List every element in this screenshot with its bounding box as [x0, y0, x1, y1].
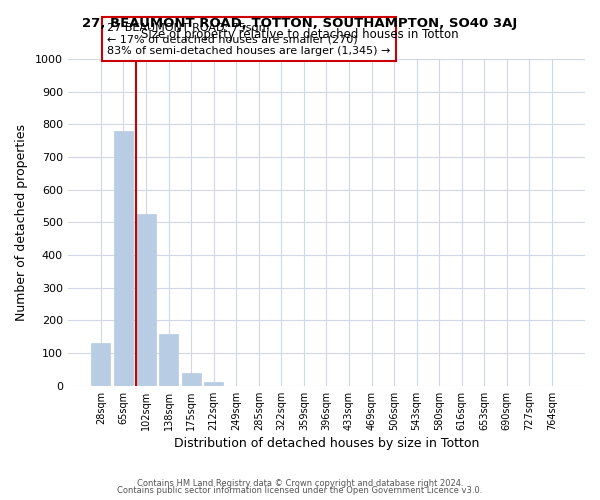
X-axis label: Distribution of detached houses by size in Totton: Distribution of detached houses by size …: [174, 437, 479, 450]
Bar: [136, 214, 155, 386]
Bar: [182, 372, 200, 386]
Bar: [114, 131, 133, 386]
Text: 27, BEAUMONT ROAD, TOTTON, SOUTHAMPTON, SO40 3AJ: 27, BEAUMONT ROAD, TOTTON, SOUTHAMPTON, …: [82, 18, 518, 30]
Text: 27 BEAUMONT ROAD: 75sqm
← 17% of detached houses are smaller (270)
83% of semi-d: 27 BEAUMONT ROAD: 75sqm ← 17% of detache…: [107, 22, 391, 56]
Bar: [91, 343, 110, 386]
Bar: [159, 334, 178, 386]
Text: Contains public sector information licensed under the Open Government Licence v3: Contains public sector information licen…: [118, 486, 482, 495]
Text: Size of property relative to detached houses in Totton: Size of property relative to detached ho…: [141, 28, 459, 41]
Text: Contains HM Land Registry data © Crown copyright and database right 2024.: Contains HM Land Registry data © Crown c…: [137, 478, 463, 488]
Y-axis label: Number of detached properties: Number of detached properties: [15, 124, 28, 321]
Bar: [204, 382, 223, 386]
